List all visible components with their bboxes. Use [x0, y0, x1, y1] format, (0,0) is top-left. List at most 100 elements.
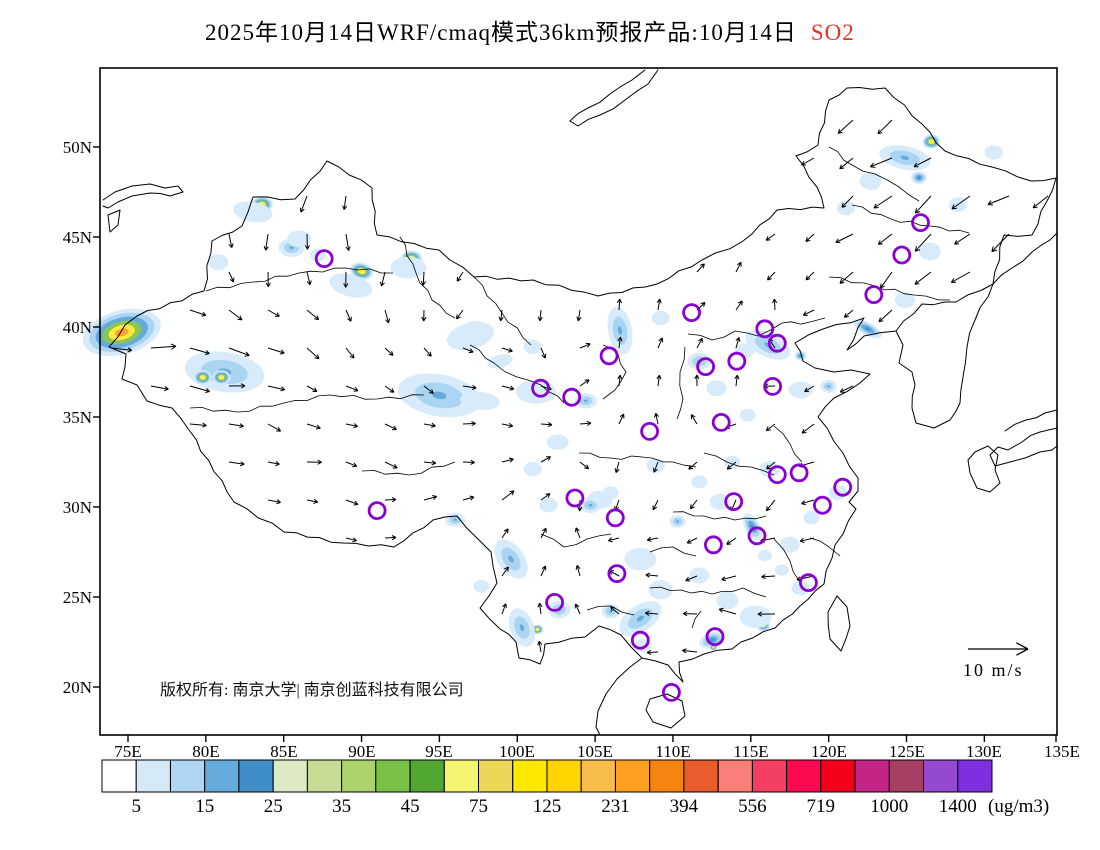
wind-arrow	[579, 420, 592, 426]
wind-arrow	[801, 157, 815, 166]
copyright-text: 版权所有: 南京大学| 南京创蓝科技有限公司	[160, 681, 464, 699]
so2-contour-blob	[759, 461, 780, 478]
colorbar-segment	[546, 759, 582, 793]
colorbar-tick-label: 394	[670, 796, 699, 817]
city-marker	[763, 376, 782, 396]
wind-arrow	[869, 157, 893, 168]
city-marker	[662, 683, 681, 702]
wind-arrow	[228, 271, 235, 283]
wind-arrow	[645, 572, 659, 578]
wind-arrow	[761, 574, 776, 580]
colorbar-segment	[923, 759, 959, 793]
lon-axis-label: 115E	[733, 742, 768, 761]
wind-arrow	[501, 347, 513, 353]
so2-contour-blob	[588, 503, 593, 507]
lon-axis-label: 95E	[425, 742, 452, 761]
colorbar-tick-label: 25	[264, 796, 283, 817]
so2-contour-blob	[757, 550, 772, 562]
colorbar-tick-label: 75	[469, 796, 488, 817]
wind-arrow	[765, 499, 776, 512]
wind-arrow	[189, 347, 210, 355]
lon-axis-label: 80E	[192, 742, 219, 761]
so2-contour-blob	[859, 172, 882, 190]
province-border	[649, 546, 697, 557]
lon-axis-label: 135E	[1044, 742, 1080, 761]
wind-arrow	[839, 271, 854, 284]
so2-contour-blob	[624, 548, 657, 571]
axes-layer: 50N 45N 40N 35N 30N 25N 20N 75E 80E 85E 90E 95E 100E…	[63, 138, 1080, 761]
lake-alakol	[107, 209, 121, 233]
wind-arrow	[653, 461, 659, 473]
lon-axis-label: 105E	[577, 742, 613, 761]
wind-arrow	[384, 423, 397, 431]
map-title: 2025年10月14日WRF/cmaq模式36km预报产品:10月14日	[205, 20, 797, 45]
city-marker	[531, 378, 550, 398]
wind-arrow	[757, 611, 776, 617]
russia-coastline	[992, 232, 1058, 285]
colorbar-segment	[135, 759, 171, 793]
colorbar-tick-label: 5	[131, 796, 141, 817]
wind-arrow	[345, 461, 358, 468]
so2-contour-blob	[609, 610, 613, 613]
lon-axis-label: 125E	[889, 742, 925, 761]
wind-scale-arrow	[968, 642, 1029, 656]
so2-contour-blob	[709, 638, 715, 642]
so2-contour-blob	[459, 391, 500, 410]
wind-arrow	[843, 309, 854, 318]
city-marker	[864, 285, 884, 305]
so2-contour-blob	[918, 242, 941, 261]
colorbar-tick-label: 45	[401, 796, 420, 817]
so2-contour-blob	[712, 646, 715, 648]
wind-arrow	[735, 261, 742, 273]
wind-arrow	[579, 461, 590, 470]
so2-contour-blob	[201, 376, 205, 379]
city-marker	[833, 477, 853, 497]
wind-arrow	[384, 535, 397, 541]
wind-arrow	[498, 309, 504, 322]
wind-arrow	[306, 385, 318, 392]
wind-scale-label: 10 m/s	[963, 660, 1024, 680]
wind-arrow	[987, 195, 1010, 206]
wind-arrow	[839, 157, 854, 170]
wind-arrow	[618, 413, 625, 425]
province-border	[672, 511, 767, 521]
wind-arrow	[617, 336, 623, 349]
wind-arrow	[189, 309, 207, 317]
wind-arrow	[608, 570, 620, 577]
province-border	[469, 344, 565, 404]
colorbar-segment	[478, 759, 514, 793]
wind-arrow	[579, 379, 590, 387]
map-title-row: 2025年10月14日WRF/cmaq模式36km预报产品:10月14日 SO2	[205, 20, 855, 45]
wind-arrow	[228, 461, 245, 467]
province-border	[691, 610, 702, 629]
wind-arrow	[766, 461, 776, 470]
colorbar-segment	[170, 759, 206, 793]
wind-arrow	[914, 233, 932, 252]
wind-arrow	[540, 456, 552, 463]
wind-arrow	[968, 642, 1029, 656]
wind-arrow	[501, 457, 514, 463]
so2-contour-blob	[536, 628, 539, 631]
wind-arrow	[384, 461, 398, 469]
colorbar-segment	[580, 759, 616, 793]
so2-contour-blob	[208, 254, 229, 271]
city-marker	[747, 526, 767, 546]
so2-contour-blob	[651, 310, 670, 326]
province-border	[399, 236, 456, 319]
korea-coastline	[895, 283, 994, 429]
wind-arrow	[537, 309, 543, 322]
lat-axis-label: 40N	[63, 318, 92, 337]
so2-contour-blob	[734, 343, 755, 358]
city-marker	[727, 351, 747, 371]
china-border-outline	[108, 87, 1057, 683]
so2-contour-blob	[219, 376, 223, 379]
wind-arrow	[878, 309, 893, 323]
wind-arrow	[423, 460, 437, 466]
wind-arrow	[189, 422, 207, 428]
wind-arrow	[841, 195, 854, 208]
so2-contour-blob	[716, 591, 739, 610]
so2-contour-blob	[583, 399, 588, 403]
wind-arrow	[735, 337, 741, 349]
city-marker	[599, 346, 619, 366]
colorbar-segment	[683, 759, 719, 793]
